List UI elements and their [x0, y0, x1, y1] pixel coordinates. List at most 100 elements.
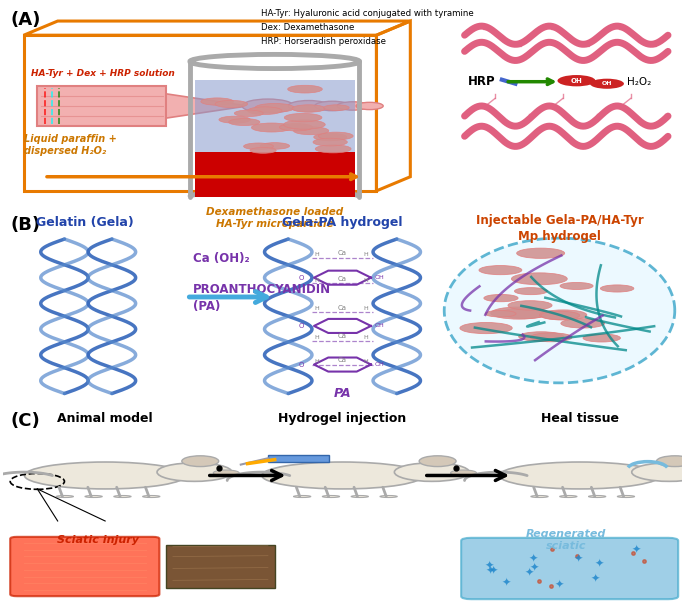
- Text: ✦: ✦: [524, 568, 534, 577]
- Text: H: H: [364, 306, 369, 311]
- Text: Animal model: Animal model: [58, 412, 153, 425]
- Ellipse shape: [479, 266, 522, 275]
- Text: H₂O₂: H₂O₂: [627, 77, 651, 86]
- Text: O: O: [299, 362, 304, 368]
- Ellipse shape: [508, 301, 552, 310]
- Text: Ca: Ca: [338, 250, 347, 256]
- Text: H: H: [364, 253, 369, 258]
- Text: O: O: [299, 323, 304, 329]
- Text: Gelatin (Gela): Gelatin (Gela): [36, 216, 134, 229]
- Ellipse shape: [284, 120, 325, 129]
- Ellipse shape: [460, 323, 512, 334]
- Ellipse shape: [323, 496, 340, 498]
- Text: Ca: Ca: [338, 304, 347, 311]
- Ellipse shape: [219, 116, 251, 123]
- Ellipse shape: [601, 285, 634, 292]
- Text: PROANTHOCYANIDIN
(PA): PROANTHOCYANIDIN (PA): [193, 283, 332, 314]
- Text: ✦: ✦: [632, 544, 641, 555]
- Text: Dexamethasone loaded
HA-Tyr microparticle: Dexamethasone loaded HA-Tyr microparticl…: [206, 207, 343, 228]
- Ellipse shape: [25, 462, 186, 489]
- Ellipse shape: [583, 334, 621, 342]
- Ellipse shape: [484, 294, 518, 301]
- Text: H: H: [314, 336, 319, 340]
- Text: H: H: [364, 336, 369, 340]
- Text: H: H: [314, 253, 319, 258]
- Text: Heal tissue: Heal tissue: [541, 412, 619, 425]
- FancyBboxPatch shape: [166, 544, 275, 588]
- Text: ✦: ✦: [573, 554, 583, 563]
- Ellipse shape: [314, 133, 347, 141]
- Circle shape: [558, 75, 595, 86]
- Text: H: H: [314, 359, 319, 364]
- Text: HRP: HRP: [468, 75, 495, 88]
- Circle shape: [590, 79, 624, 89]
- Ellipse shape: [501, 308, 549, 319]
- Text: Ca: Ca: [338, 275, 347, 281]
- Ellipse shape: [262, 462, 423, 489]
- Text: (C): (C): [10, 412, 40, 430]
- Text: Ca: Ca: [338, 334, 347, 339]
- Ellipse shape: [142, 496, 160, 498]
- Ellipse shape: [356, 102, 383, 110]
- Circle shape: [182, 456, 219, 466]
- FancyBboxPatch shape: [461, 538, 678, 599]
- Ellipse shape: [251, 123, 292, 132]
- Text: Hydrogel injection: Hydrogel injection: [278, 412, 407, 425]
- Text: ✦: ✦: [555, 580, 564, 590]
- FancyBboxPatch shape: [10, 537, 160, 596]
- Ellipse shape: [114, 496, 131, 498]
- Ellipse shape: [324, 105, 349, 110]
- Ellipse shape: [560, 496, 577, 498]
- Ellipse shape: [516, 248, 564, 258]
- Text: OH: OH: [375, 362, 384, 367]
- Ellipse shape: [337, 102, 369, 110]
- Ellipse shape: [229, 119, 260, 125]
- Ellipse shape: [632, 463, 685, 481]
- Text: ✦: ✦: [501, 577, 511, 588]
- Ellipse shape: [531, 496, 548, 498]
- Ellipse shape: [284, 113, 322, 122]
- Text: Regenerated
sciatic: Regenerated sciatic: [526, 529, 606, 551]
- Ellipse shape: [512, 273, 567, 285]
- Text: ✦: ✦: [530, 563, 539, 573]
- Ellipse shape: [215, 100, 247, 108]
- Text: ✦: ✦: [595, 559, 604, 569]
- FancyBboxPatch shape: [195, 80, 355, 152]
- Ellipse shape: [314, 101, 350, 111]
- Ellipse shape: [201, 98, 234, 105]
- Ellipse shape: [56, 496, 73, 498]
- Ellipse shape: [244, 143, 273, 150]
- Ellipse shape: [292, 105, 325, 112]
- Ellipse shape: [288, 100, 329, 111]
- Ellipse shape: [485, 311, 516, 317]
- Ellipse shape: [351, 496, 369, 498]
- FancyBboxPatch shape: [268, 455, 329, 462]
- Text: HA-Tyr: Hyaluronic acid conjugated with tyramine
Dex: Dexamethasone
HRP: Horsera: HA-Tyr: Hyaluronic acid conjugated with …: [261, 9, 474, 46]
- Ellipse shape: [260, 143, 290, 149]
- Text: OH: OH: [375, 323, 384, 328]
- Ellipse shape: [490, 307, 547, 319]
- Ellipse shape: [255, 104, 295, 112]
- Ellipse shape: [288, 85, 323, 93]
- Ellipse shape: [157, 463, 232, 481]
- Text: PA: PA: [334, 387, 351, 400]
- FancyBboxPatch shape: [37, 86, 166, 126]
- Ellipse shape: [444, 238, 675, 383]
- Text: Sciatic injury: Sciatic injury: [58, 535, 139, 545]
- Text: OH: OH: [375, 275, 384, 280]
- Ellipse shape: [213, 470, 239, 476]
- Ellipse shape: [313, 138, 347, 146]
- Ellipse shape: [588, 496, 606, 498]
- Ellipse shape: [319, 132, 353, 140]
- Text: OH: OH: [571, 78, 582, 83]
- Text: (A): (A): [10, 11, 40, 29]
- Text: H: H: [314, 306, 319, 311]
- Ellipse shape: [242, 99, 294, 113]
- Text: HA-Tyr + Dex + HRP solution: HA-Tyr + Dex + HRP solution: [31, 69, 174, 78]
- Text: ✦: ✦: [485, 566, 495, 576]
- Ellipse shape: [395, 463, 469, 481]
- Text: Ca: Ca: [338, 357, 347, 362]
- Text: Ca (OH)₂: Ca (OH)₂: [193, 252, 250, 265]
- Ellipse shape: [234, 110, 263, 116]
- Ellipse shape: [279, 124, 312, 131]
